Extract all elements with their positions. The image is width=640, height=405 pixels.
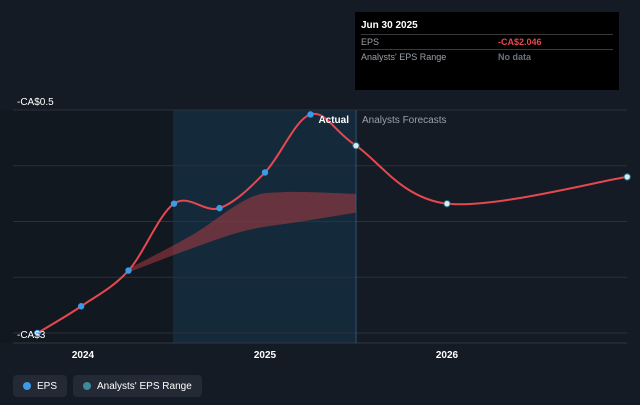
legend: EPS Analysts' EPS Range (13, 375, 202, 397)
legend-eps-button[interactable]: EPS (13, 375, 68, 397)
eps-point-8 (443, 199, 451, 208)
eps-point-4 (216, 204, 223, 212)
legend-range-button[interactable]: Analysts' EPS Range (73, 375, 202, 397)
x-tick-label-2026: 2026 (436, 350, 459, 361)
analysts-eps-range-band (128, 191, 356, 273)
x-tick-label-2025: 2025 (254, 350, 277, 361)
tooltip-eps-value: -CA$2.046 (498, 37, 542, 47)
eps-point-5 (261, 169, 269, 176)
tooltip-range-label: Analysts' EPS Range (361, 52, 447, 62)
y-tick-label-top: -CA$0.5 (17, 97, 54, 108)
eps-point-7 (352, 141, 360, 150)
legend-eps-dot-icon (23, 382, 31, 390)
eps-point-1 (77, 303, 85, 310)
past-shading (0, 110, 173, 343)
eps-point-6 (307, 111, 314, 118)
y-tick-label-bottom: -CA$3 (17, 330, 46, 341)
x-tick-label-2024: 2024 (72, 350, 95, 361)
actual-label: Actual (318, 115, 349, 126)
legend-range-label: Analysts' EPS Range (97, 380, 192, 392)
actual-highlight (173, 110, 355, 343)
tooltip-row-eps: EPS -CA$2.046 (361, 34, 613, 49)
eps-point-9 (623, 173, 631, 181)
eps-point-2 (125, 267, 132, 274)
tooltip: Jun 30 2025 EPS -CA$2.046 Analysts' EPS … (355, 12, 619, 90)
eps-point-0 (34, 329, 41, 337)
tooltip-eps-label: EPS (361, 37, 380, 47)
eps-point-3 (170, 200, 178, 207)
legend-range-dot-icon (83, 382, 92, 390)
analysts-forecasts-label: Analysts Forecasts (362, 115, 446, 126)
tooltip-date: Jun 30 2025 (361, 20, 418, 31)
tooltip-row-range: Analysts' EPS Range No data (361, 49, 613, 64)
legend-eps-label: EPS (37, 380, 58, 392)
tooltip-range-value: No data (498, 52, 532, 62)
